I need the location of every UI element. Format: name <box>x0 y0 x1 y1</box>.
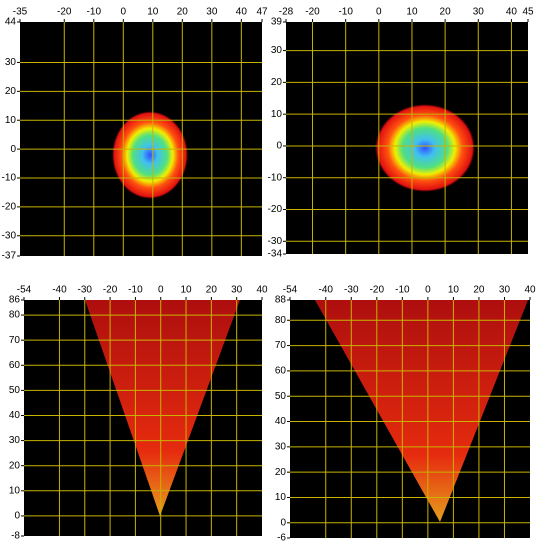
x-tick-label: -20 <box>103 285 118 296</box>
x-tick-label: -20 <box>370 285 385 296</box>
y-tick-label: 0 <box>280 517 286 528</box>
y-tick-label: 10 <box>271 109 283 120</box>
x-tick-label: 10 <box>448 285 460 296</box>
x-tick-label: 40 <box>256 285 268 296</box>
x-tick-label: -10 <box>338 7 353 18</box>
x-tick-label: -30 <box>78 285 93 296</box>
beam-spot <box>112 111 188 199</box>
y-tick-label: 40 <box>275 416 287 427</box>
y-tick-label: -20 <box>268 204 283 215</box>
x-tick-label: 30 <box>206 7 218 18</box>
y-tick-label: 20 <box>9 460 21 471</box>
panels: -35 -20 -10 0 10 20 30 40 47443020100-10-20-30-… <box>2 7 536 544</box>
x-tick-label: 20 <box>206 285 218 296</box>
spray-cone <box>85 300 240 516</box>
x-tick-label: 20 <box>473 285 485 296</box>
x-tick-label: -40 <box>319 285 334 296</box>
x-tick-label: 30 <box>473 7 485 18</box>
y-tick-label: -30 <box>2 230 17 241</box>
y-tick-label: 44 <box>5 17 17 28</box>
y-tick-label: 86 <box>9 295 21 306</box>
y-tick-label: -34 <box>268 249 283 260</box>
y-tick-label: 80 <box>9 310 21 321</box>
x-tick-label: -40 <box>52 285 67 296</box>
y-tick-label: -37 <box>2 251 17 262</box>
x-tick-label: -20 <box>305 7 320 18</box>
beam-spots <box>85 104 528 522</box>
x-tick-label: -10 <box>395 285 410 296</box>
y-tick-label: 10 <box>275 492 287 503</box>
y-tick-label: -8 <box>11 531 20 542</box>
x-tick-label: 40 <box>524 285 536 296</box>
x-tick-label: -54 <box>283 285 298 296</box>
y-tick-label: -10 <box>2 173 17 184</box>
y-tick-label: 0 <box>14 511 20 522</box>
x-tick-label: 10 <box>147 7 159 18</box>
y-tick-label: 30 <box>9 435 21 446</box>
y-tick-label: 60 <box>9 360 21 371</box>
x-tick-label: -28 <box>279 7 294 18</box>
y-tick-label: 88 <box>275 295 287 306</box>
y-tick-label: 0 <box>276 141 282 152</box>
beam-spot <box>375 104 475 192</box>
y-tick-label: 20 <box>5 86 17 97</box>
y-tick-label: 60 <box>275 366 287 377</box>
y-tick-label: 30 <box>271 45 283 56</box>
x-tick-label: -10 <box>87 7 102 18</box>
x-tick-label: -20 <box>57 7 72 18</box>
x-tick-label: -35 <box>13 7 28 18</box>
y-tick-label: 70 <box>275 340 287 351</box>
x-tick-label: -54 <box>17 285 32 296</box>
y-tick-label: 39 <box>271 17 283 28</box>
y-tick-label: -30 <box>268 236 283 247</box>
y-tick-label: 10 <box>9 485 21 496</box>
y-tick-label: 50 <box>275 391 287 402</box>
x-tick-label: 47 <box>256 7 268 18</box>
x-tick-label: 0 <box>158 285 164 296</box>
x-tick-label: 10 <box>406 7 418 18</box>
x-tick-label: 30 <box>231 285 243 296</box>
x-tick-label: 0 <box>425 285 431 296</box>
x-tick-label: 30 <box>499 285 511 296</box>
y-tick-label: 70 <box>9 335 21 346</box>
y-tick-label: 20 <box>275 467 287 478</box>
x-tick-label: 0 <box>121 7 127 18</box>
x-tick-label: 40 <box>236 7 248 18</box>
x-tick-label: 0 <box>376 7 382 18</box>
x-tick-label: 10 <box>180 285 192 296</box>
x-tick-label: -10 <box>128 285 143 296</box>
x-tick-label: 20 <box>177 7 189 18</box>
x-tick-label: 45 <box>522 7 534 18</box>
y-tick-label: 30 <box>5 57 17 68</box>
y-tick-label: 20 <box>271 77 283 88</box>
spray-cone <box>315 300 528 522</box>
y-tick-label: 80 <box>275 315 287 326</box>
y-tick-label: 50 <box>9 385 21 396</box>
y-tick-label: -20 <box>2 202 17 213</box>
x-tick-label: 40 <box>506 7 518 18</box>
x-tick-label: -30 <box>344 285 359 296</box>
y-tick-label: 40 <box>9 410 21 421</box>
y-tick-label: 0 <box>10 144 16 155</box>
x-tick-label: 20 <box>440 7 452 18</box>
y-tick-label: -10 <box>268 172 283 183</box>
y-tick-label: 10 <box>5 115 17 126</box>
y-tick-label: 30 <box>275 441 287 452</box>
y-tick-label: -6 <box>277 533 286 544</box>
